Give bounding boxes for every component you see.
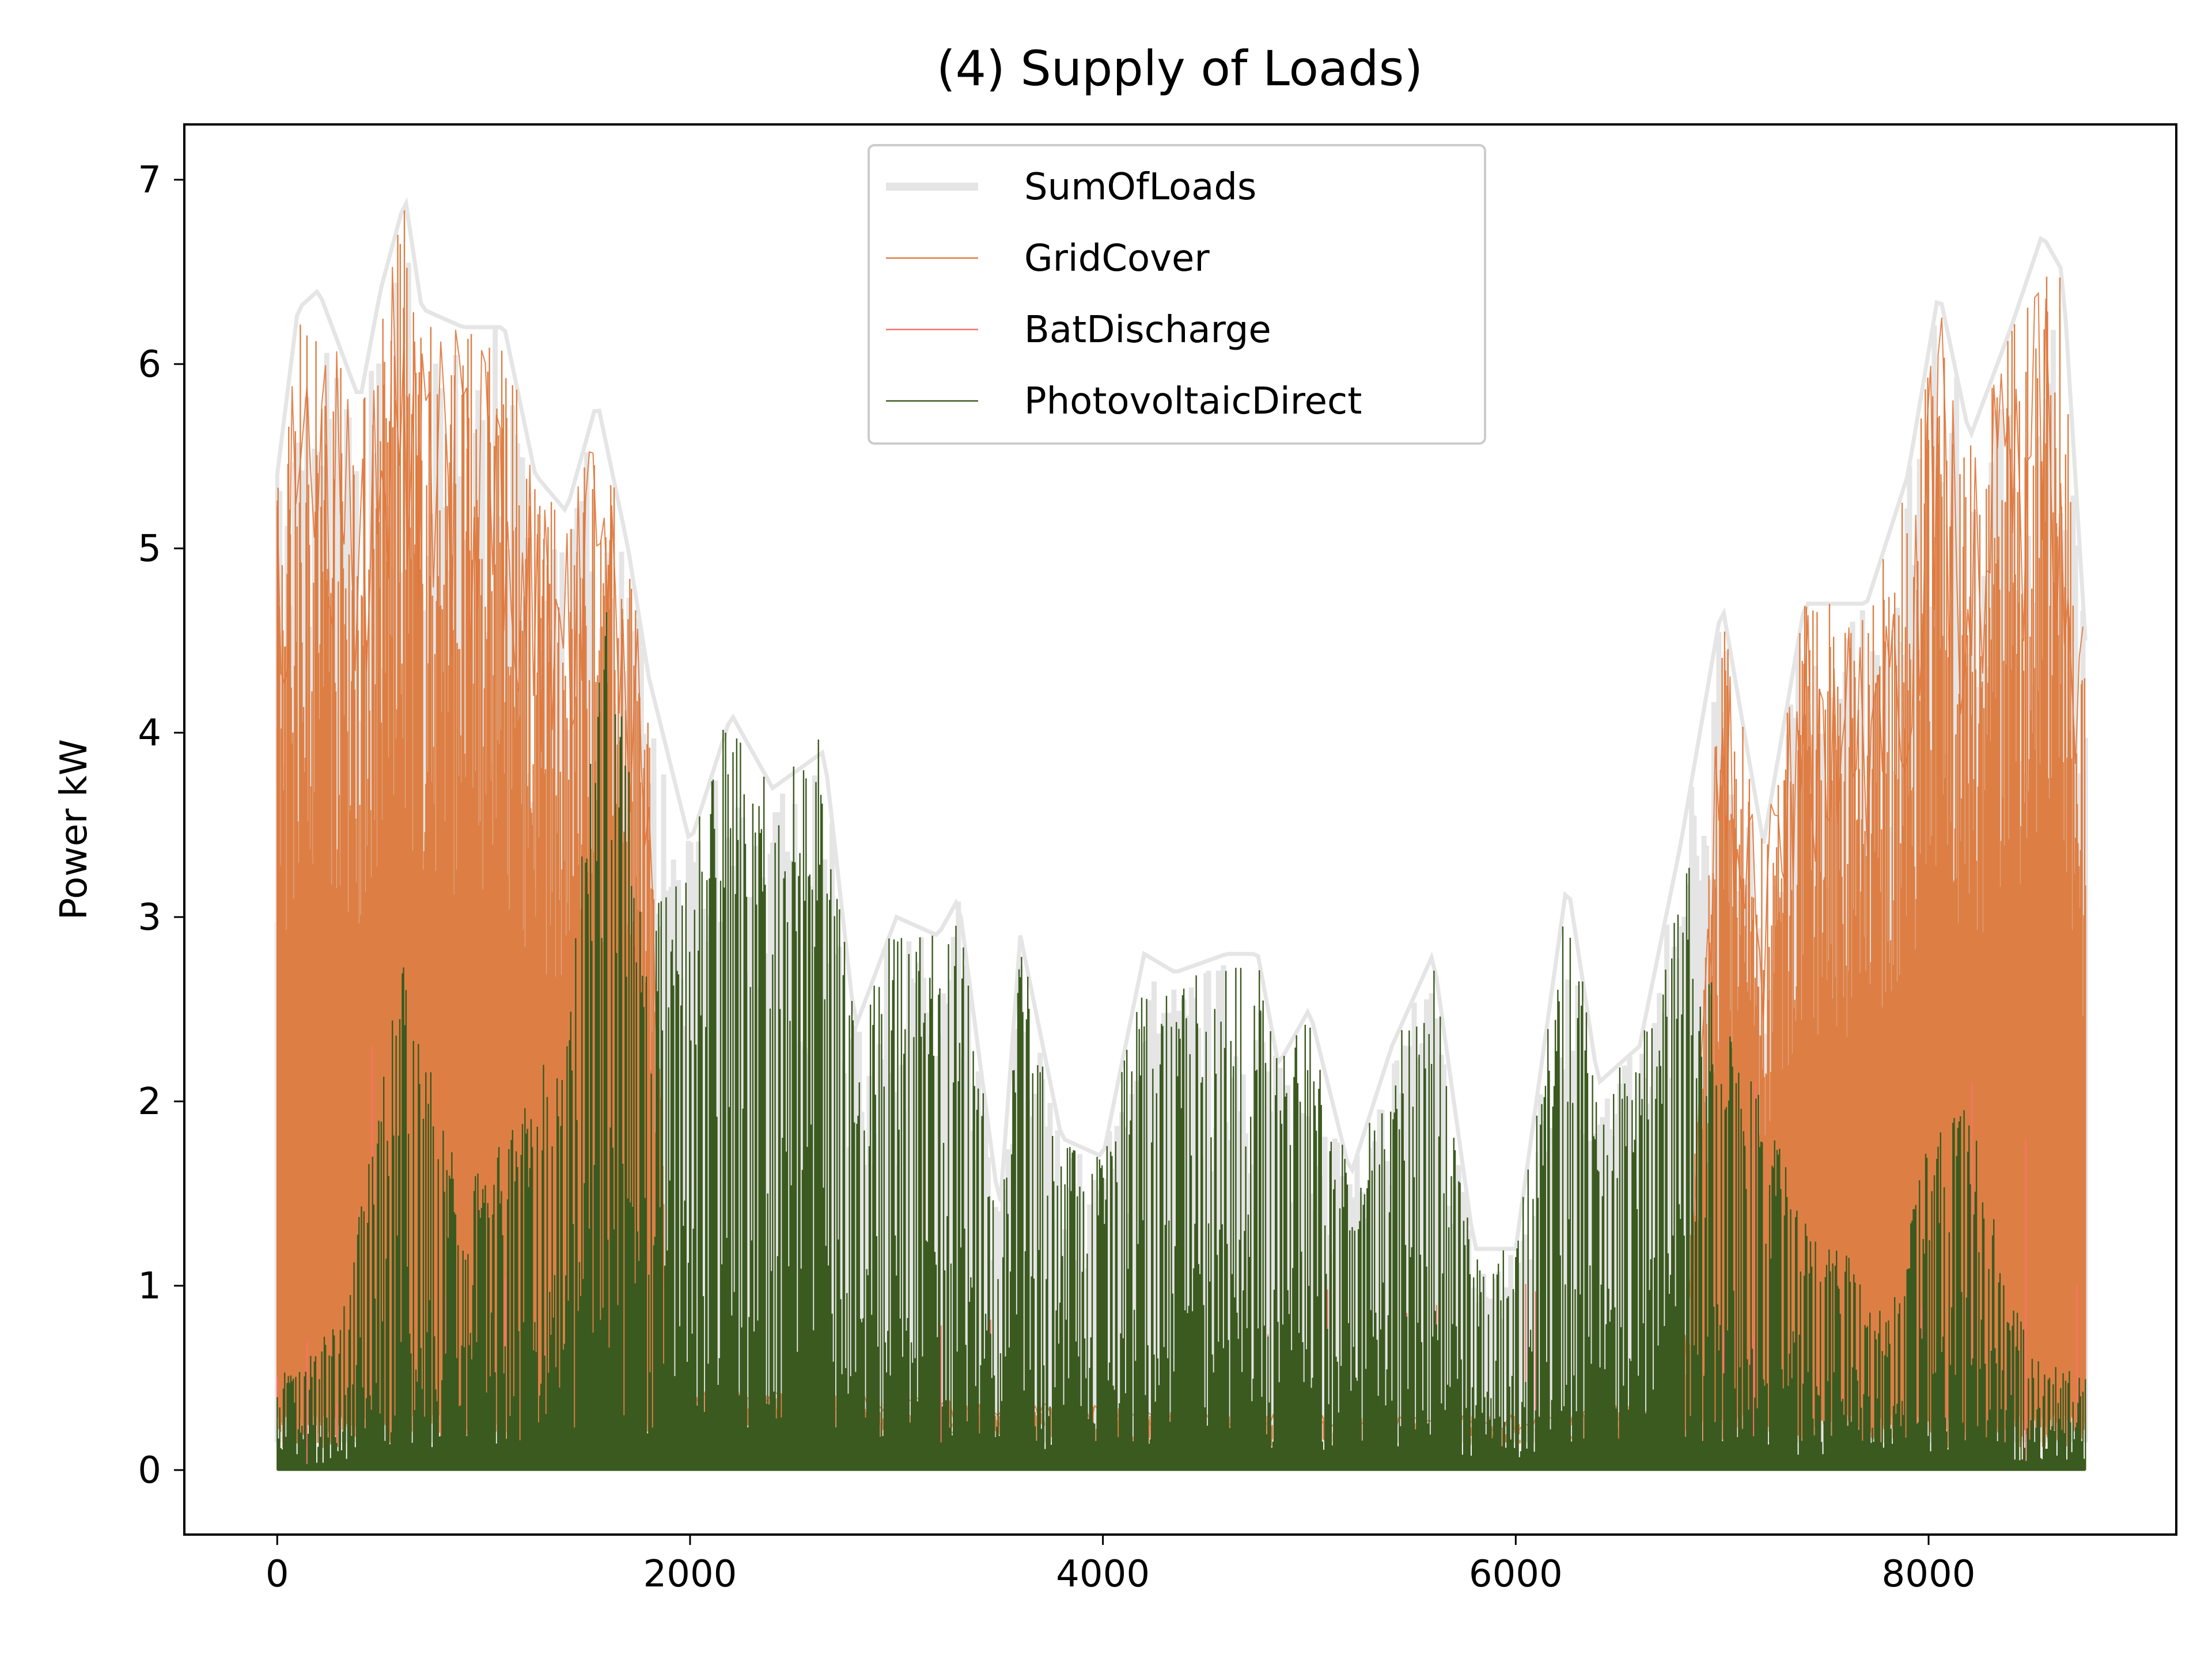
x-tick-label: 2000 [643, 1553, 737, 1596]
x-tick-label: 0 [266, 1553, 289, 1596]
chart-title: (4) Supply of Loads) [937, 40, 1423, 97]
legend-label-gridcover: GridCover [1024, 237, 1210, 280]
y-tick-label: 7 [138, 159, 161, 202]
y-tick-label: 2 [138, 1081, 161, 1123]
x-tick-label: 8000 [1882, 1553, 1976, 1596]
series-sumofloads-envelope [275, 197, 2088, 1443]
y-axis: 0 1 2 3 4 5 6 7 [138, 159, 184, 1492]
legend: SumOfLoads GridCover BatDischarge Photovolt… [868, 144, 1486, 445]
y-tick-label: 6 [138, 343, 161, 386]
legend-label-batdischarge: BatDischarge [1024, 309, 1271, 351]
y-tick-label: 1 [138, 1265, 161, 1308]
y-tick-label: 5 [138, 528, 161, 570]
legend-box [868, 144, 1486, 445]
legend-label-sumofloads: SumOfLoads [1024, 166, 1256, 209]
x-tick-label: 4000 [1056, 1553, 1150, 1596]
legend-label-photovoltaicdirect: PhotovoltaicDirect [1024, 380, 1362, 423]
y-tick-label: 4 [138, 712, 161, 755]
y-axis-label: Power kW [53, 739, 96, 920]
y-tick-label: 3 [138, 896, 161, 939]
x-axis: 0 2000 4000 6000 8000 [266, 1535, 1976, 1596]
series-layer [274, 197, 2088, 1471]
plot-frame [183, 123, 2177, 1536]
y-tick-label: 0 [138, 1449, 161, 1492]
series-photovoltaicdirect [276, 612, 2086, 1470]
x-tick-label: 6000 [1469, 1553, 1563, 1596]
